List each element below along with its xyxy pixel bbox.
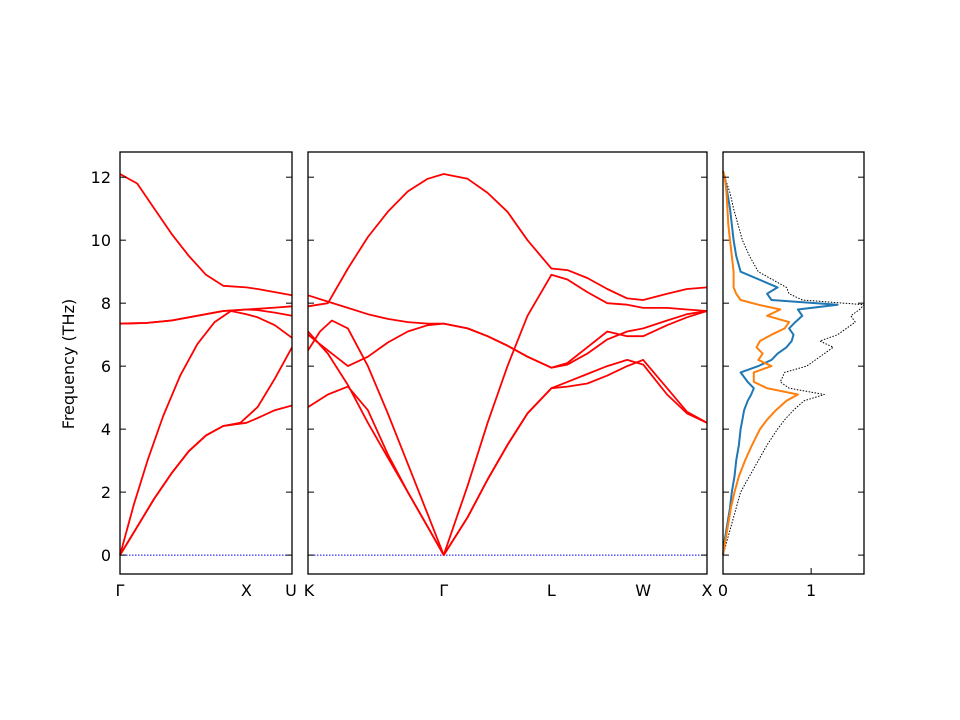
dos-species-1-line [722, 170, 839, 556]
kpoint-label: K [304, 581, 315, 600]
y-tick-label: 8 [101, 294, 111, 313]
phonon-band-1-6 [119, 346, 293, 556]
phonon-band-1-3 [119, 308, 293, 325]
kpoint-label: W [635, 581, 651, 600]
kpoint-label: Γ [439, 581, 448, 600]
phonon-band-2-3 [307, 310, 708, 369]
dos-panel-frame [722, 151, 865, 575]
dos-x-tick-label: 0 [718, 581, 728, 600]
band-panel-frame-2 [307, 151, 708, 575]
y-tick-label: 12 [91, 168, 111, 187]
phonon-band-2-4 [307, 273, 708, 556]
dos-species-2-line [722, 170, 799, 556]
y-tick-label: 2 [101, 483, 111, 502]
y-axis-label: Frequency (THz) [59, 299, 78, 429]
y-tick-label: 4 [101, 420, 111, 439]
phonon-band-1-1 [119, 173, 293, 297]
kpoint-label: L [547, 581, 556, 600]
phonon-band-1-4 [119, 310, 293, 556]
y-tick-label: 0 [101, 546, 111, 565]
dos-total-line [722, 170, 865, 556]
kpoint-label: X [241, 581, 252, 600]
phonon-band-2-6 [307, 359, 708, 556]
phonon-band-2-1 [307, 173, 708, 308]
y-tick-label: 6 [101, 357, 111, 376]
kpoint-label: Γ [116, 581, 125, 600]
kpoint-label: U [285, 581, 297, 600]
band-panel-frame-1 [119, 151, 293, 575]
kpoint-label: X [702, 581, 713, 600]
phonon-band-1-5 [119, 404, 293, 556]
dos-x-tick-label: 1 [806, 581, 816, 600]
y-tick-label: 10 [91, 231, 111, 250]
